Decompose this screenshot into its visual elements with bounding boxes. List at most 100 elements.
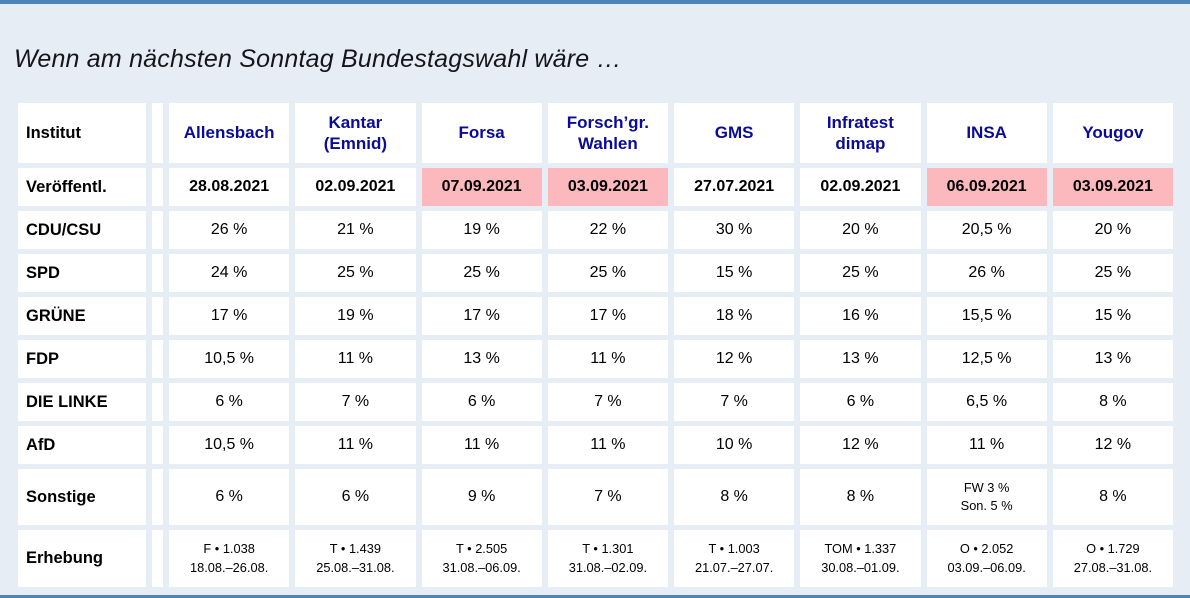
institute-header: Yougov [1052, 103, 1173, 163]
table-cell: 18 % [674, 297, 795, 335]
table-cell: FW 3 % Son. 5 % [926, 469, 1047, 525]
table-cell: 7 % [295, 383, 416, 421]
table-cell: 30 % [674, 211, 795, 249]
table-cell: 6 % [800, 383, 921, 421]
spacer-cell [152, 426, 163, 464]
table-cell: 16 % [800, 297, 921, 335]
table-cell: 20 % [1052, 211, 1173, 249]
table-cell: O • 2.052 03.09.–06.09. [926, 530, 1047, 587]
table-cell: 11 % [547, 340, 668, 378]
page-title: Wenn am nächsten Sonntag Bundestagswahl … [14, 45, 622, 73]
table-cell: 6 % [169, 383, 290, 421]
table-cell: 15 % [674, 254, 795, 292]
row-label: CDU/CSU [18, 211, 146, 249]
spacer-cell [152, 469, 163, 525]
table-cell: 20 % [800, 211, 921, 249]
table-cell: 20,5 % [926, 211, 1047, 249]
table-cell: 6 % [421, 383, 542, 421]
table-cell: 11 % [926, 426, 1047, 464]
table-cell: 12 % [800, 426, 921, 464]
table-row: AfD 10,5 % 11 % 11 % 11 % 10 % 12 % 11 % 12 % [18, 426, 1173, 464]
table-cell: 11 % [421, 426, 542, 464]
table-cell: 25 % [421, 254, 542, 292]
table-cell: 17 % [547, 297, 668, 335]
row-label: DIE LINKE [18, 383, 146, 421]
table-cell: 17 % [169, 297, 290, 335]
table-cell: 25 % [800, 254, 921, 292]
table-cell: 19 % [295, 297, 416, 335]
table-cell: 7 % [674, 383, 795, 421]
table-row: Veröffentl. 28.08.2021 02.09.2021 07.09.202… [18, 168, 1173, 206]
table-cell: O • 1.729 27.08.–31.08. [1052, 530, 1173, 587]
table-cell: 21 % [295, 211, 416, 249]
table-cell: 13 % [421, 340, 542, 378]
table-cell: 28.08.2021 [169, 168, 290, 206]
table-cell: T • 1.003 21.07.–27.07. [674, 530, 795, 587]
row-label: Erhebung [18, 530, 146, 587]
table-cell: 6,5 % [926, 383, 1047, 421]
table-cell: F • 1.038 18.08.–26.08. [169, 530, 290, 587]
table-row: FDP 10,5 % 11 % 13 % 11 % 12 % 13 % 12,5 % 13 % [18, 340, 1173, 378]
row-label: Veröffentl. [18, 168, 146, 206]
table-cell: 25 % [547, 254, 668, 292]
corner-label: Institut [18, 103, 146, 163]
table-cell: 15,5 % [926, 297, 1047, 335]
table-cell: 6 % [169, 469, 290, 525]
table-cell: 03.09.2021 [1052, 168, 1173, 206]
table-row: Erhebung F • 1.038 18.08.–26.08. T • 1.439… [18, 530, 1173, 587]
spacer-cell [152, 383, 163, 421]
table-cell: 13 % [800, 340, 921, 378]
table-cell: 8 % [800, 469, 921, 525]
table-cell: 10,5 % [169, 426, 290, 464]
spacer-cell [152, 340, 163, 378]
table-cell: 8 % [674, 469, 795, 525]
table-row: CDU/CSU 26 % 21 % 19 % 22 % 30 % 20 % 20,5 % 20 … [18, 211, 1173, 249]
table-cell: 12,5 % [926, 340, 1047, 378]
institute-header: GMS [674, 103, 795, 163]
poll-table: Institut Allensbach Kantar (Emnid) Forsa Fo… [12, 98, 1179, 592]
institute-header: Allensbach [169, 103, 290, 163]
spacer-cell [152, 211, 163, 249]
table-cell: 26 % [169, 211, 290, 249]
institute-header: Kantar (Emnid) [295, 103, 416, 163]
institute-header: INSA [926, 103, 1047, 163]
spacer-cell [152, 297, 163, 335]
table-cell: 25 % [1052, 254, 1173, 292]
table-cell: T • 1.301 31.08.–02.09. [547, 530, 668, 587]
row-label: GRÜNE [18, 297, 146, 335]
bottom-accent-bar [0, 595, 1190, 598]
table-row: Sonstige 6 % 6 % 9 % 7 % 8 % 8 % FW 3 % Son. 5 … [18, 469, 1173, 525]
table-cell: 7 % [547, 469, 668, 525]
row-label: AfD [18, 426, 146, 464]
table-cell: 26 % [926, 254, 1047, 292]
spacer-cell [152, 254, 163, 292]
table-cell: 22 % [547, 211, 668, 249]
table-cell: 10 % [674, 426, 795, 464]
table-cell: 10,5 % [169, 340, 290, 378]
table-cell: 17 % [421, 297, 542, 335]
table-cell: 27.07.2021 [674, 168, 795, 206]
top-accent-bar [0, 0, 1190, 4]
row-label: SPD [18, 254, 146, 292]
institute-header: Infratest dimap [800, 103, 921, 163]
institute-header: Forsch’gr. Wahlen [547, 103, 668, 163]
table-cell: 8 % [1052, 469, 1173, 525]
spacer-cell [152, 168, 163, 206]
table-cell: 6 % [295, 469, 416, 525]
table-header-row: Institut Allensbach Kantar (Emnid) Forsa Fo… [18, 103, 1173, 163]
spacer-cell [152, 103, 163, 163]
table-row: SPD 24 % 25 % 25 % 25 % 15 % 25 % 26 % 25 % [18, 254, 1173, 292]
table-cell: 02.09.2021 [295, 168, 416, 206]
table-cell: 02.09.2021 [800, 168, 921, 206]
table-cell: T • 2.505 31.08.–06.09. [421, 530, 542, 587]
table-cell: 11 % [295, 340, 416, 378]
table-cell: 8 % [1052, 383, 1173, 421]
table-cell: TOM • 1.337 30.08.–01.09. [800, 530, 921, 587]
institute-header: Forsa [421, 103, 542, 163]
table-cell: 12 % [1052, 426, 1173, 464]
table-cell: 13 % [1052, 340, 1173, 378]
table-cell: 15 % [1052, 297, 1173, 335]
row-label: FDP [18, 340, 146, 378]
table-cell: 06.09.2021 [926, 168, 1047, 206]
table-cell: 19 % [421, 211, 542, 249]
